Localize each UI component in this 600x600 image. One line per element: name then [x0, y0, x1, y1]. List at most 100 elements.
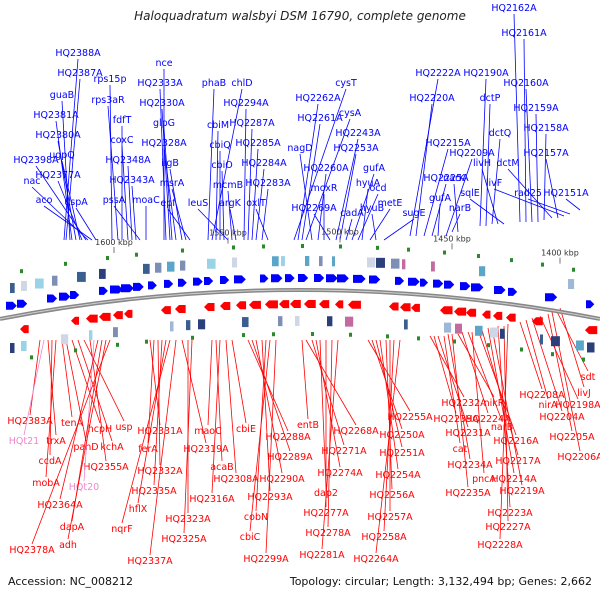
reverse-gene-label: trxA [46, 436, 66, 447]
feature-box [89, 330, 93, 341]
forward-label-line [211, 88, 243, 241]
feature-box [52, 275, 58, 286]
forward-gene-arrow [326, 274, 338, 283]
forward-gene-arrow [314, 274, 325, 283]
reverse-gene-arrow [335, 300, 344, 309]
forward-label-line [345, 218, 353, 241]
reverse-label-line [467, 331, 503, 422]
forward-gene-label: argK [219, 198, 242, 209]
forward-gene-label: coxC [111, 135, 134, 146]
feature-box [479, 266, 486, 277]
feature-box [170, 321, 174, 332]
reverse-label-line [261, 339, 271, 492]
forward-gene-label: narK [443, 173, 466, 184]
forward-label-line [229, 208, 237, 241]
reverse-gene-arrow [124, 309, 133, 318]
forward-label-line [431, 183, 447, 237]
forward-gene-label: HQ2162A [491, 3, 537, 14]
forward-label-line [127, 165, 133, 241]
forward-gene-label: guaB [50, 90, 74, 101]
feature-box [404, 319, 408, 330]
reverse-gene-arrow [204, 302, 215, 311]
tick-label: 1400 kbp [541, 249, 579, 258]
feature-box [367, 257, 376, 268]
forward-gene-label: HQ2380A [35, 130, 81, 141]
feature-box [278, 316, 283, 327]
reverse-gene-label: HQ2232A [441, 398, 487, 409]
forward-label-line [485, 103, 491, 227]
reverse-gene-label: HQ2204A [539, 412, 585, 423]
feature-box [180, 260, 186, 271]
feature-box [232, 257, 238, 268]
green-marker [376, 245, 379, 250]
reverse-label-line [499, 323, 509, 540]
green-marker [272, 332, 275, 337]
reverse-label-line [319, 339, 327, 488]
forward-gene-arrow [121, 284, 134, 293]
green-marker [145, 339, 148, 344]
reverse-gene-arrow [440, 306, 453, 315]
forward-gene-label: HQ2387A [57, 68, 103, 79]
reverse-label-line [321, 339, 339, 550]
forward-gene-arrow [471, 283, 484, 292]
reverse-gene-label: cbiE [236, 424, 256, 435]
reverse-label-line [183, 339, 193, 534]
forward-label-line [221, 170, 225, 241]
forward-gene-label: mcmB [213, 180, 243, 191]
forward-gene-label: cysT [335, 78, 357, 89]
forward-label-line [55, 120, 73, 241]
forward-gene-arrow [133, 282, 144, 291]
reverse-gene-label: HQ2299A [243, 554, 289, 565]
reverse-gene-label: hflX [129, 504, 148, 515]
reverse-label-line [225, 339, 237, 474]
reverse-gene-label: cbiC [240, 532, 261, 543]
reverse-gene-label: cobN [244, 512, 268, 523]
feature-box [198, 319, 206, 330]
reverse-gene-label: HQ2277A [303, 508, 349, 519]
reverse-label-line [71, 339, 101, 424]
reverse-gene-label: HQ2278A [305, 528, 351, 539]
reverse-gene-label: HQ2231A [445, 428, 491, 439]
reverse-gene-label: pncA [472, 474, 496, 485]
reverse-label-line [149, 339, 177, 556]
reverse-gene-label: cat [453, 444, 468, 455]
reverse-label-line [251, 339, 291, 452]
forward-gene-label: metE [378, 198, 403, 209]
forward-label-line [197, 208, 229, 241]
forward-gene-arrow [6, 301, 17, 310]
reverse-gene-label: HQ2228A [477, 540, 523, 551]
forward-gene-label: HQ2253A [333, 143, 379, 154]
green-marker [487, 343, 490, 348]
kbp-ticks: 1400 kbp 1450 kbp 1500 kbp 1550 kbp 1600 kbp [95, 228, 579, 264]
reverse-gene-label: HQ2325A [161, 534, 207, 545]
forward-gene-label: cadA [340, 208, 364, 219]
green-marker [74, 348, 77, 353]
reverse-label-line [61, 339, 73, 418]
reverse-label-line [375, 339, 403, 448]
forward-gene-arrow [494, 286, 506, 295]
forward-label-line [43, 205, 93, 241]
forward-label-line [527, 198, 571, 215]
reverse-strand-labels: HQ2383AHQt21trxAccdAmobAtenApanDhcpHkchA… [7, 307, 600, 567]
reverse-gene-label: HQ2268A [333, 426, 379, 437]
forward-label-line [317, 173, 327, 241]
forward-gene-label: nagD [287, 143, 312, 154]
reverse-gene-label: adh [59, 540, 77, 551]
forward-gene-label: HQ2160A [503, 78, 549, 89]
forward-label-line [371, 213, 377, 241]
green-marker [339, 244, 342, 249]
reverse-gene-label: ccdA [39, 456, 62, 467]
feature-box [444, 322, 452, 333]
reverse-gene-label: HQ2254A [375, 470, 421, 481]
reverse-gene-arrow [400, 303, 411, 312]
forward-label-line [75, 207, 97, 241]
feature-box [10, 343, 15, 354]
reverse-gene-arrow [411, 303, 420, 312]
forward-gene-arrow [271, 274, 283, 283]
reverse-label-line [531, 317, 563, 412]
forward-label-line [215, 130, 219, 241]
forward-label-line [301, 123, 321, 241]
reverse-gene-label: HQ2250A [379, 430, 425, 441]
reverse-gene-label: HQ2257A [367, 512, 413, 523]
